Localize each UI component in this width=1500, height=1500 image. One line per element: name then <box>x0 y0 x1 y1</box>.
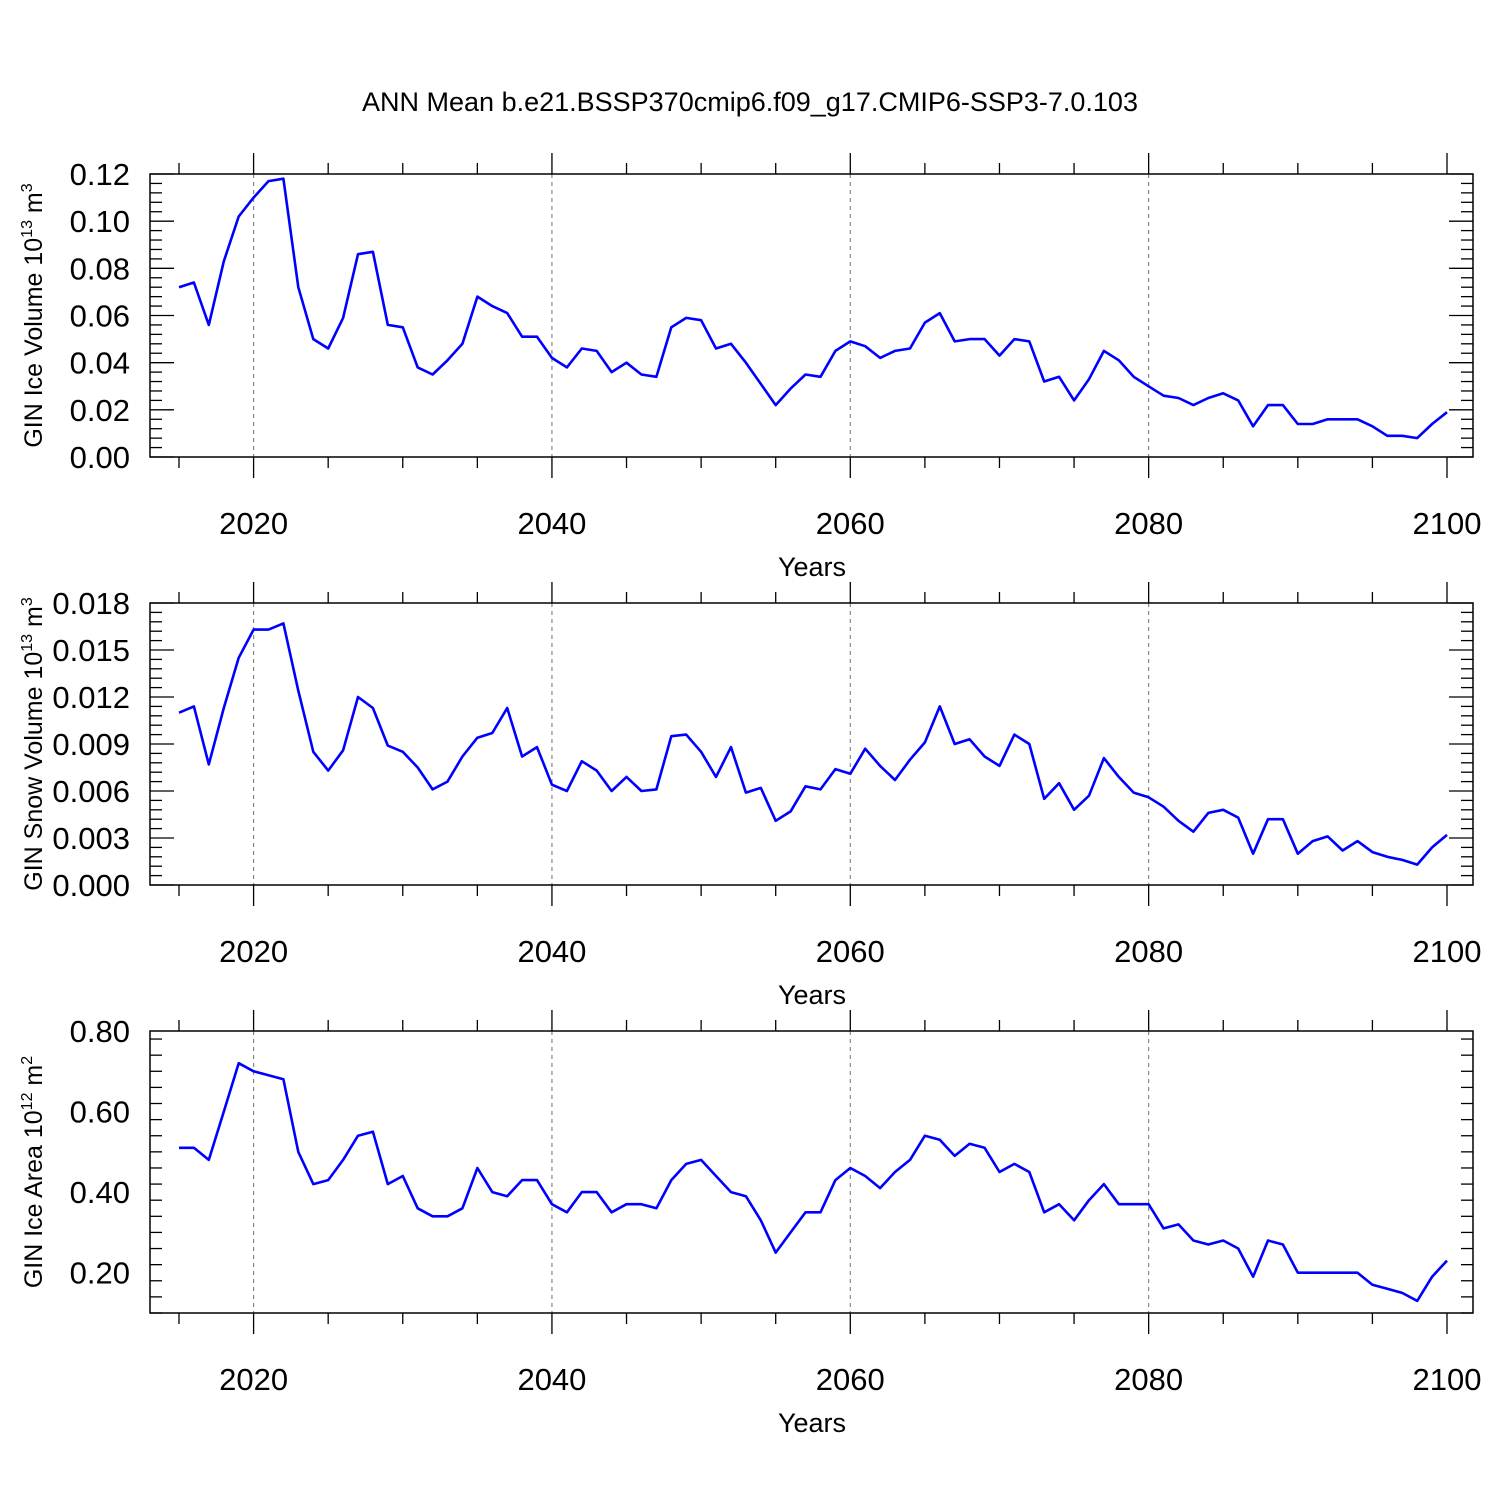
y-tick-label: 0.10 <box>70 204 130 239</box>
y-tick-label: 0.60 <box>70 1095 130 1130</box>
figure-title: ANN Mean b.e21.BSSP370cmip6.f09_g17.CMIP… <box>362 87 1138 117</box>
x-tick-label: 2040 <box>517 1362 586 1397</box>
y-tick-label: 0.80 <box>70 1014 130 1049</box>
y-tick-label: 0.006 <box>52 774 130 809</box>
x-tick-label: 2060 <box>816 506 885 541</box>
y-tick-label: 0.00 <box>70 440 130 475</box>
y-tick-label: 0.000 <box>52 868 130 903</box>
y-tick-label: 0.009 <box>52 727 130 762</box>
y-axis-label: GIN Ice Volume 1013 m3 <box>19 183 48 447</box>
y-tick-label: 0.015 <box>52 633 130 668</box>
series-line <box>179 1061 1448 1303</box>
panel-3: 2020 2040 2060 2080 2100 0.20 0.40 0.60 0.80 Year… <box>19 1010 1481 1438</box>
x-axis-label: Years <box>778 980 846 1010</box>
x-tick-label: 2040 <box>517 506 586 541</box>
y-tick-label: 0.08 <box>70 251 130 286</box>
series-line <box>178 622 1448 866</box>
x-tick-label: 2100 <box>1413 934 1482 969</box>
y-tick-label: 0.12 <box>70 157 130 192</box>
x-axis-label: Years <box>778 552 846 582</box>
panel-1: 2020 2040 2060 2080 2100 0.00 0.02 0.04 0.06 0.08… <box>19 153 1481 582</box>
y-axis-label: GIN Snow Volume 1013 m3 <box>19 597 48 891</box>
x-tick-label: 2020 <box>219 506 288 541</box>
y-tick-label: 0.018 <box>52 586 130 621</box>
y-tick-label: 0.04 <box>70 346 130 381</box>
y-tick-label: 0.06 <box>70 299 130 334</box>
x-tick-label: 2100 <box>1413 1362 1482 1397</box>
y-tick-label: 0.003 <box>52 821 130 856</box>
y-tick-label: 0.012 <box>52 680 130 715</box>
plot-frame <box>149 173 1474 458</box>
x-tick-label: 2060 <box>816 1362 885 1397</box>
x-tick-label: 2040 <box>517 934 586 969</box>
x-tick-label: 2060 <box>816 934 885 969</box>
x-tick-label: 2080 <box>1114 506 1183 541</box>
panel-2: 2020 2040 2060 2080 2100 0.000 0.003 0.006 0.009… <box>19 582 1481 1010</box>
plot-frame <box>149 1030 1474 1314</box>
y-tick-label: 0.20 <box>70 1256 130 1291</box>
y-axis-label: GIN Ice Area 1012 m2 <box>19 1056 48 1288</box>
x-tick-label: 2080 <box>1114 1362 1183 1397</box>
x-tick-label: 2020 <box>219 934 288 969</box>
x-tick-label: 2080 <box>1114 934 1183 969</box>
y-tick-label: 0.02 <box>70 393 130 428</box>
x-tick-label: 2020 <box>219 1362 288 1397</box>
x-tick-label: 2100 <box>1413 506 1482 541</box>
panels: 2020 2040 2060 2080 2100 0.00 0.02 0.04 0.06 0.08… <box>19 153 1481 1438</box>
x-axis-label: Years <box>778 1408 846 1438</box>
y-tick-label: 0.40 <box>70 1175 130 1210</box>
series-line <box>178 177 1448 440</box>
plot-frame <box>149 602 1474 886</box>
